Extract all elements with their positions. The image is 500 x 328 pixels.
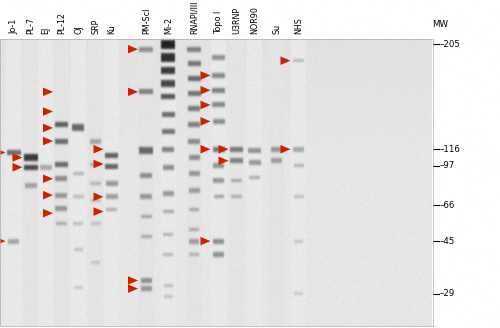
Text: –97: –97 — [440, 161, 455, 170]
Polygon shape — [200, 101, 210, 109]
Polygon shape — [128, 45, 138, 53]
Text: Su: Su — [272, 24, 281, 34]
Text: PM-Scl: PM-Scl — [142, 8, 151, 34]
Text: NHS: NHS — [294, 18, 304, 34]
Text: –205: –205 — [440, 40, 461, 49]
Polygon shape — [0, 148, 6, 157]
Polygon shape — [43, 107, 53, 116]
Polygon shape — [43, 137, 53, 145]
Text: –45: –45 — [440, 236, 456, 246]
Polygon shape — [200, 117, 210, 126]
Polygon shape — [12, 163, 22, 172]
Text: PL-12: PL-12 — [57, 12, 66, 34]
Polygon shape — [128, 284, 138, 293]
Text: NOR90: NOR90 — [250, 7, 260, 34]
Polygon shape — [43, 191, 53, 199]
Text: Jo-1: Jo-1 — [10, 19, 18, 34]
Polygon shape — [43, 124, 53, 132]
Polygon shape — [43, 209, 53, 217]
Polygon shape — [280, 145, 290, 154]
Text: Mi-2: Mi-2 — [164, 17, 173, 34]
Text: –66: –66 — [440, 200, 456, 210]
Polygon shape — [200, 86, 210, 94]
Text: RNAPI/III: RNAPI/III — [190, 1, 199, 34]
Text: –29: –29 — [440, 289, 455, 298]
Polygon shape — [128, 276, 138, 285]
Text: Topo I: Topo I — [214, 11, 224, 34]
Text: Ku: Ku — [108, 25, 116, 34]
Polygon shape — [43, 88, 53, 96]
Polygon shape — [200, 145, 210, 154]
Text: PL-7: PL-7 — [26, 17, 36, 34]
Polygon shape — [280, 56, 290, 65]
Polygon shape — [94, 160, 104, 168]
Text: –116: –116 — [440, 145, 461, 154]
Polygon shape — [0, 237, 6, 245]
Polygon shape — [43, 174, 53, 183]
Polygon shape — [94, 145, 104, 154]
Polygon shape — [218, 145, 228, 154]
Text: U3RNP: U3RNP — [232, 7, 241, 34]
Polygon shape — [218, 156, 228, 165]
Text: SRP: SRP — [92, 19, 100, 34]
Polygon shape — [128, 88, 138, 96]
Polygon shape — [94, 207, 104, 216]
Bar — [0, 39, 432, 326]
Polygon shape — [12, 153, 22, 162]
Polygon shape — [200, 71, 210, 80]
Text: OJ: OJ — [74, 26, 83, 34]
Polygon shape — [200, 237, 210, 245]
Text: MW: MW — [432, 20, 448, 29]
Polygon shape — [94, 193, 104, 201]
Text: EJ: EJ — [42, 27, 50, 34]
